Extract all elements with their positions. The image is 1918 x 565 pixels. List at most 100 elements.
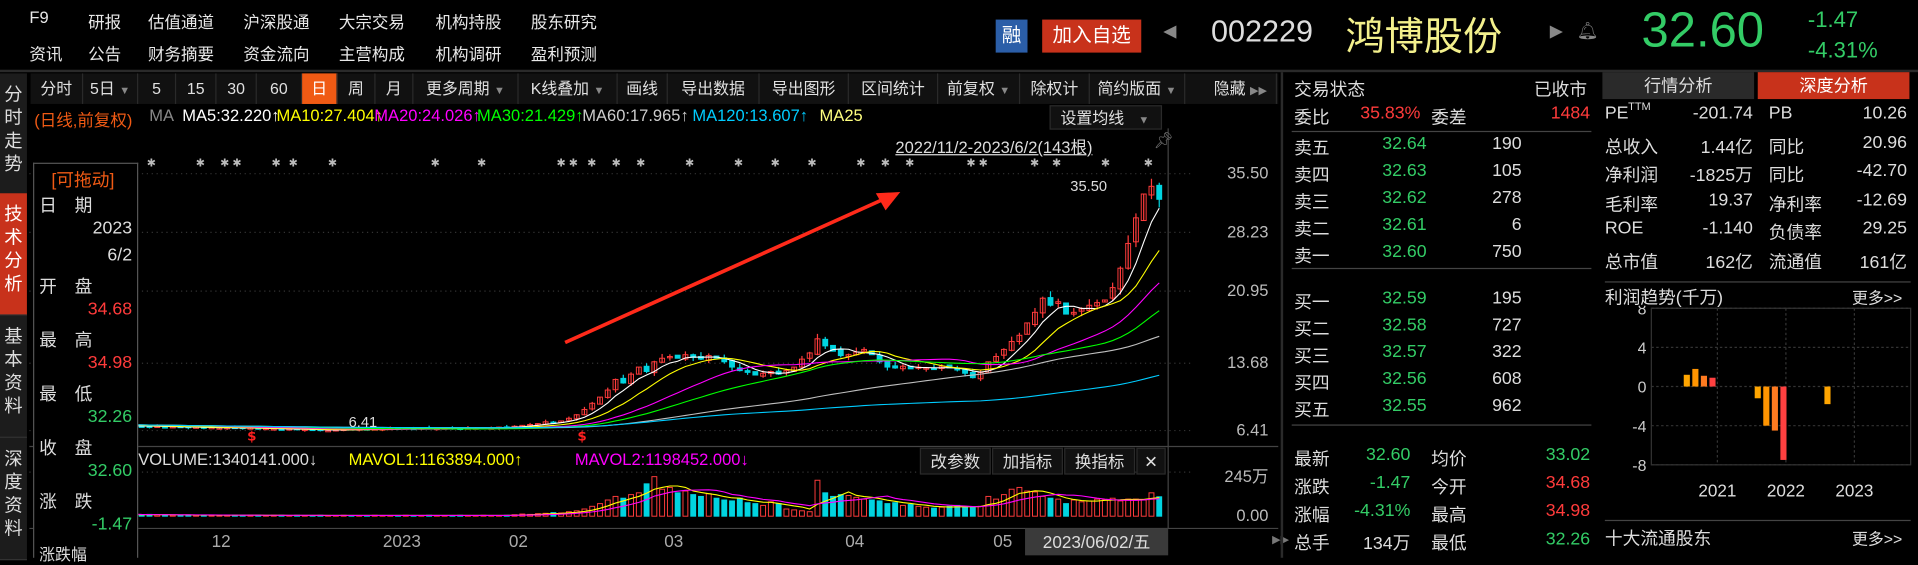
asks-level-label: 卖三	[1294, 193, 1330, 213]
fund-value: -201.74	[1692, 103, 1753, 124]
ex-rights-button[interactable]: 除权计	[1020, 73, 1090, 104]
asks-level-volume: 105	[1492, 161, 1522, 182]
menu-business[interactable]: 主营构成	[338, 45, 405, 64]
range-stats-button[interactable]: 区间统计	[849, 73, 939, 104]
trade-status: 已收市	[1533, 80, 1588, 101]
fund-label: 负债率	[1768, 223, 1822, 244]
pin-icon[interactable]: 📌︎	[1153, 130, 1174, 150]
period-month[interactable]: 月	[376, 73, 414, 104]
period-15min[interactable]: 15	[176, 73, 217, 104]
menu-inst-research[interactable]: 机构调研	[435, 45, 502, 64]
add-watchlist-button[interactable]: 加入自选	[1042, 19, 1142, 53]
period-day[interactable]: 日	[302, 73, 338, 104]
ma10-value: MA10:27.404↑	[276, 106, 383, 125]
asks-level-label: 卖一	[1294, 247, 1330, 267]
tab-technical[interactable]: 技术分析	[0, 193, 27, 316]
signal-s-icon: $	[577, 429, 586, 444]
tab-market-analysis[interactable]: 行情分析	[1602, 72, 1755, 100]
volume-bar	[876, 500, 883, 517]
candle-body	[698, 356, 704, 360]
menu-valuation[interactable]: 估值通道	[148, 13, 215, 32]
candle-body	[604, 389, 611, 398]
candle-body	[628, 373, 634, 385]
menu-forecast[interactable]: 盈利预测	[530, 45, 597, 64]
month-label: 2023	[382, 530, 421, 551]
hide-button[interactable]: 隐藏 ▶▶	[1205, 73, 1278, 104]
change-pct-label: 涨跌幅	[39, 545, 87, 564]
bell-icon[interactable]: 🔔︎	[1576, 20, 1599, 41]
menu-block-trade[interactable]: 大宗交易	[338, 13, 405, 32]
export-data-button[interactable]: 导出数据	[668, 73, 760, 104]
volume-bar	[604, 499, 611, 517]
y-tick: -4	[1632, 419, 1646, 436]
switch-indicator-button[interactable]: 换指标	[1064, 447, 1136, 475]
divider	[1604, 281, 1911, 283]
prev-stock-icon[interactable]: ◀	[1163, 20, 1177, 41]
tab-deep-info[interactable]: 深度资料	[0, 437, 27, 561]
tab-profile[interactable]: 基本资料	[0, 315, 27, 438]
x-tick: 2022	[1767, 482, 1805, 501]
chevron-down-icon: ▼	[999, 84, 1011, 97]
bids-level-volume: 322	[1492, 342, 1522, 363]
close-label: 收 盘	[39, 439, 93, 459]
menu-news[interactable]: 资讯	[29, 45, 63, 64]
set-ma-dropdown[interactable]: 设置均线 ▼	[1049, 105, 1163, 130]
menu-connect[interactable]: 沪深股通	[243, 13, 310, 32]
volume-bar	[1055, 498, 1062, 517]
export-image-button[interactable]: 导出图形	[760, 73, 849, 104]
edit-params-button[interactable]: 改参数	[919, 447, 991, 475]
high-value: 34.98	[87, 353, 133, 374]
menu-research[interactable]: 研报	[88, 13, 122, 32]
volume-bar	[698, 495, 704, 517]
ma250-value: MA25	[819, 106, 863, 125]
menu-fund-flow[interactable]: 资金流向	[243, 45, 310, 64]
margin-badge[interactable]: 融	[995, 19, 1028, 53]
fund-value: 161亿	[1859, 252, 1907, 273]
volume-bar	[962, 506, 968, 517]
y-tick: 4	[1638, 341, 1647, 358]
tab-deep-analysis[interactable]: 深度分析	[1757, 72, 1910, 100]
period-5min[interactable]: 5	[138, 73, 177, 104]
candle-body	[1132, 217, 1139, 243]
menu-shareholders[interactable]: 股东研究	[530, 13, 597, 32]
volume-bar	[612, 495, 619, 517]
stat-label: 均价	[1431, 450, 1467, 470]
period-60min[interactable]: 60	[257, 73, 303, 104]
holders-more-link[interactable]: 更多>>	[1851, 529, 1903, 548]
period-5day[interactable]: 5日 ▼	[83, 73, 139, 104]
high-label: 最 高	[39, 331, 93, 352]
next-stock-icon[interactable]: ▶	[1549, 20, 1563, 41]
more-periods[interactable]: 更多周期 ▼	[413, 73, 519, 104]
trend-arrow-line	[564, 197, 884, 345]
menu-f9[interactable]: F9	[29, 8, 49, 27]
drag-hint[interactable]: [可拖动]	[51, 171, 115, 191]
menu-announcements[interactable]: 公告	[88, 45, 122, 64]
date-range-label[interactable]: 2022/11/2-2023/6/2(143根)	[895, 138, 1093, 157]
signal-s-icon: $	[247, 429, 256, 444]
volume-bar	[666, 486, 673, 517]
candle-body	[573, 414, 580, 420]
volume-bar	[620, 497, 627, 517]
profit-more-link[interactable]: 更多>>	[1851, 288, 1903, 308]
period-30min[interactable]: 30	[217, 73, 257, 104]
add-indicator-button[interactable]: 加指标	[992, 447, 1063, 475]
close-icon[interactable]: ✕	[1136, 447, 1166, 475]
adjust-mode[interactable]: 前复权 ▼	[938, 73, 1021, 104]
candle-body	[744, 370, 751, 373]
menu-institution-holdings[interactable]: 机构持股	[435, 13, 502, 32]
event-marker-icon: ✱	[147, 156, 156, 169]
fund-value: 20.96	[1862, 132, 1907, 153]
scroll-right-icon[interactable]: ▶▶	[1272, 533, 1289, 546]
divider	[1291, 424, 1592, 426]
volume-bar	[705, 493, 712, 517]
bar-info-panel[interactable]: [可拖动] 日 期 2023 6/2 开 盘 34.68 最 高 34.98 最…	[33, 162, 139, 564]
menu-financial-summary[interactable]: 财务摘要	[148, 45, 215, 64]
period-intraday[interactable]: 分时	[31, 73, 84, 104]
set-ma-label: 设置均线	[1060, 108, 1125, 128]
kline-overlay[interactable]: K线叠加 ▼	[519, 73, 618, 104]
candle-body	[1109, 287, 1116, 299]
period-week[interactable]: 周	[338, 73, 376, 104]
open-label: 开 盘	[39, 277, 93, 298]
layout-mode[interactable]: 简约版面 ▼	[1090, 73, 1186, 104]
draw-line-button[interactable]: 画线	[618, 73, 668, 104]
